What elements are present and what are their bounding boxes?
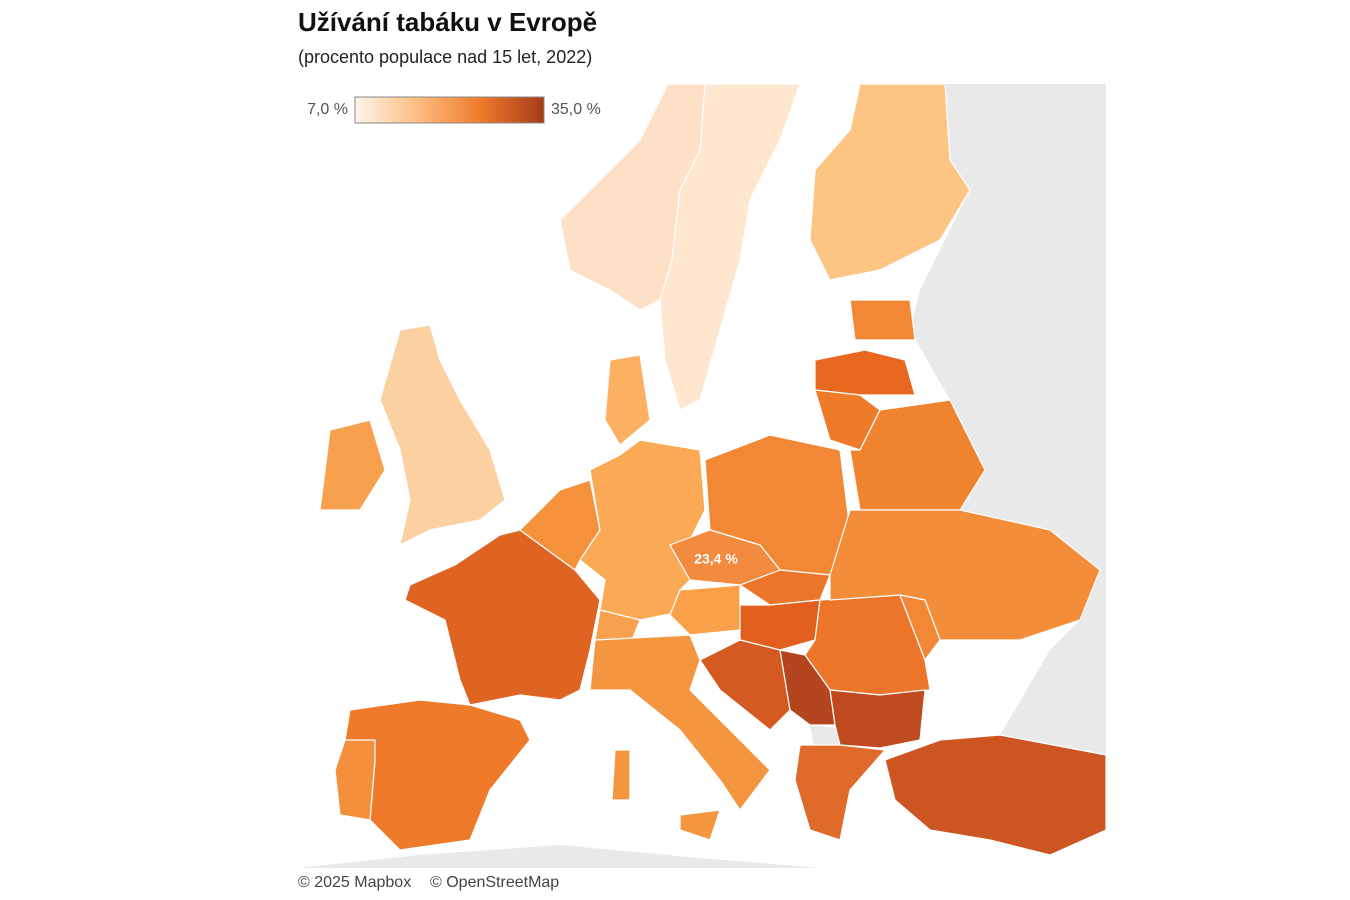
country: [884, 734, 1106, 856]
country: [319, 419, 386, 511]
country: [404, 529, 601, 706]
country: [809, 84, 971, 281]
title: Užívání tabáku v Evropě: [298, 7, 597, 37]
country: [829, 509, 1101, 641]
legend-min-label: 7,0 %: [307, 101, 348, 118]
country-highlighted[interactable]: [669, 529, 781, 586]
attribution[interactable]: © 2025 Mapbox: [298, 874, 411, 891]
country: [794, 744, 886, 841]
land-other: [910, 84, 1106, 760]
legend-max-label: 35,0 %: [551, 101, 601, 118]
country: [669, 584, 741, 636]
country: [604, 354, 651, 446]
country: [849, 299, 916, 341]
country: [579, 439, 706, 621]
countries: [319, 84, 1106, 856]
land-other: [298, 845, 820, 868]
country: [829, 689, 926, 749]
country: [379, 324, 506, 546]
map-label: 23,4 %: [694, 551, 738, 567]
country: [899, 594, 941, 661]
map: 23,4 %: [298, 84, 1106, 868]
legend-gradient: [354, 96, 545, 124]
country: [334, 739, 376, 821]
country: [611, 749, 631, 801]
subtitle: (procento populace nad 15 let, 2022): [298, 47, 592, 67]
country: [679, 809, 721, 841]
country: [589, 634, 771, 811]
attribution[interactable]: © OpenStreetMap: [430, 874, 559, 891]
country: [659, 84, 801, 411]
